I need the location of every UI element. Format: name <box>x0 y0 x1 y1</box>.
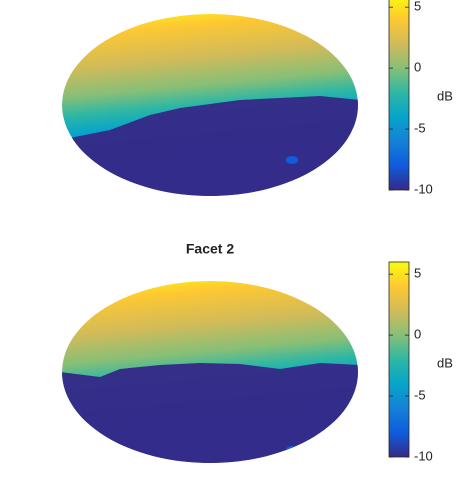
colorbar-tick-label: -10 <box>414 448 433 463</box>
colorbar-tick-label: 0 <box>414 60 421 75</box>
low-gain-region <box>62 96 358 196</box>
colorbar-label: dB <box>437 88 453 103</box>
colorbar-tick-label: 5 <box>414 266 421 281</box>
colorbar-label: dB <box>437 355 453 370</box>
colorbar-tick-label: 5 <box>414 0 421 14</box>
colorbar <box>388 0 410 191</box>
map-panel <box>62 14 358 196</box>
low-gain-region <box>62 363 358 463</box>
low-gain-spot <box>286 446 298 454</box>
map-panel <box>62 281 358 463</box>
chart-title: Facet 2 <box>186 241 234 257</box>
colorbar-tick-label: -10 <box>414 181 433 196</box>
colorbar-tick-label: 0 <box>414 327 421 342</box>
low-gain-spot <box>286 156 298 164</box>
colorbar-tick-label: -5 <box>414 121 426 136</box>
colorbar <box>388 261 410 458</box>
colorbar-tick-label: -5 <box>414 388 426 403</box>
